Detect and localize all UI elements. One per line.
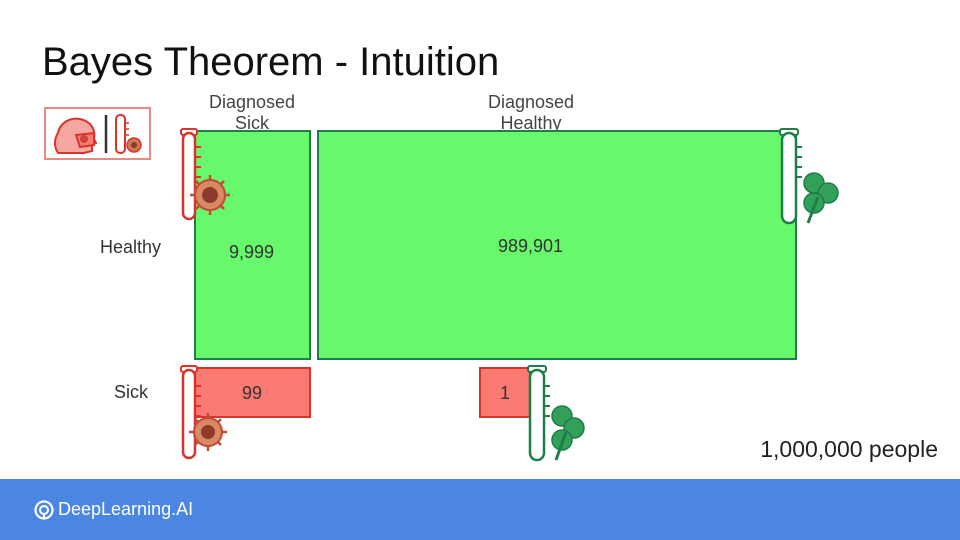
cell-healthy-diagnosed-sick: [194, 130, 311, 360]
test-tube-virus-icon: [176, 127, 240, 223]
population-label: 1,000,000 people: [760, 436, 938, 462]
shamrock-icon: [803, 172, 839, 224]
sick-person-test-legend: [44, 107, 151, 160]
virus-icon: [189, 413, 227, 451]
cell-healthy-diagnosed-healthy: [317, 130, 797, 360]
row-label-healthy: Healthy: [100, 237, 162, 257]
column-header-diagnosed-sick: Diagnosed Sick: [208, 92, 296, 133]
sick-person-mask-icon: [54, 117, 98, 154]
brand-logo: DeepLearning.AI: [34, 499, 193, 520]
shamrock-icon: [551, 405, 585, 461]
row-label-sick: Sick: [114, 382, 149, 402]
test-tube-virus-icon: [176, 364, 240, 462]
column-header-diagnosed-healthy: Diagnosed Healthy: [487, 92, 575, 133]
cell-value-healthy-diagnosed-sick: 9,999: [229, 242, 275, 262]
test-tube-shamrock-icon: [526, 364, 590, 464]
brand-name: DeepLearning.AI: [58, 499, 194, 519]
test-tube-shamrock-icon: [778, 127, 842, 227]
cell-sick-diagnosed-sick: [194, 367, 311, 418]
test-tube-virus-icon: [115, 114, 142, 154]
virus-icon: [190, 175, 230, 215]
deeplearning-logo-icon: [34, 499, 54, 520]
cell-value-sick-diagnosed-sick: 99: [242, 383, 263, 403]
footer-bar: [0, 479, 960, 540]
cell-value-healthy-diagnosed-healthy: 989,901: [498, 236, 564, 256]
cell-value-sick-diagnosed-healthy: 1: [500, 383, 511, 403]
slide-title: Bayes Theorem - Intuition: [42, 40, 500, 84]
